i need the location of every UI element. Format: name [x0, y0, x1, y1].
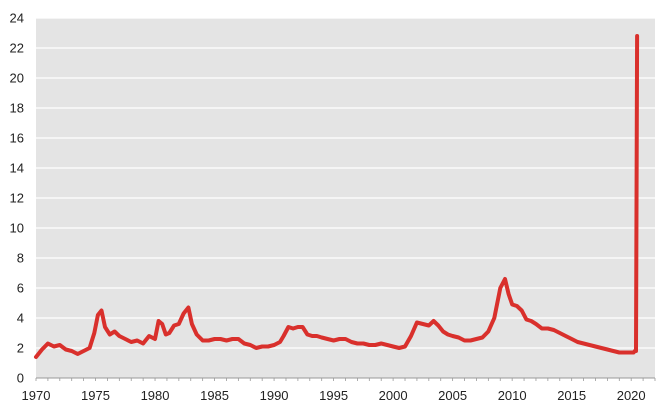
x-tick-label: 1970: [22, 388, 51, 403]
x-tick-label: 1975: [81, 388, 110, 403]
x-tick-label: 2000: [379, 388, 408, 403]
y-tick-label: 24: [10, 11, 24, 26]
gridlines: [36, 17, 655, 349]
x-tick-label: 2005: [438, 388, 467, 403]
series-line: [34, 34, 640, 359]
x-tick-label: 2010: [498, 388, 527, 403]
y-tick-label: 0: [17, 371, 24, 386]
y-tick-label: 16: [10, 131, 24, 146]
y-tick-label: 12: [10, 191, 24, 206]
x-tick-label: 2015: [557, 388, 586, 403]
y-tick-label: 18: [10, 101, 24, 116]
y-tick-label: 14: [10, 161, 24, 176]
x-tick-label: 2020: [617, 388, 646, 403]
x-tick-label: 1995: [319, 388, 348, 403]
x-tick-label: 1985: [200, 388, 229, 403]
y-tick-label: 8: [17, 251, 24, 266]
y-tick-label: 22: [10, 41, 24, 56]
x-axis-tick-labels: 1970 1975 1980 1985 1990 1995 2000 2005 2010 2015…: [22, 388, 646, 403]
y-tick-label: 20: [10, 71, 24, 86]
y-tick-label: 4: [17, 311, 24, 326]
x-tick-label: 1980: [141, 388, 170, 403]
x-axis: [35, 377, 656, 381]
y-tick-label: 2: [17, 341, 24, 356]
x-tick-label: 1990: [260, 388, 289, 403]
y-tick-label: 10: [10, 221, 24, 236]
y-tick-label: 6: [17, 281, 24, 296]
